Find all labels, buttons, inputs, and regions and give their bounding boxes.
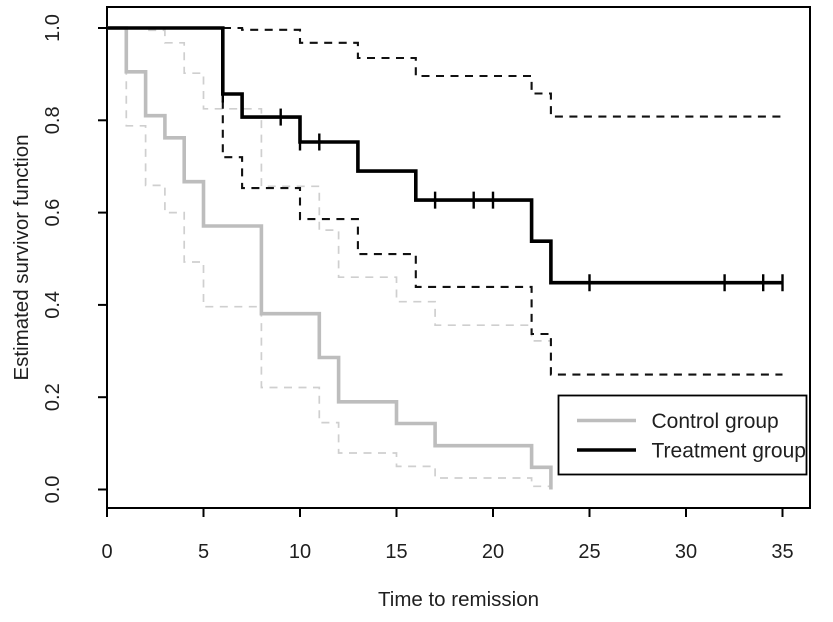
series-treatment-km-line	[107, 26, 783, 285]
x-tick-label: 20	[482, 541, 504, 563]
x-tick-label: 30	[675, 541, 697, 563]
series-treatment-ci-upper-line	[107, 26, 783, 118]
series-treatment-ci-lower-line	[107, 26, 783, 376]
legend: Control group Treatment group	[557, 394, 808, 476]
y-tick-label: 0.2	[42, 383, 64, 411]
legend-entry-label: Treatment group	[652, 440, 806, 463]
y-tick-label: 0.6	[42, 199, 64, 227]
y-tick-label: 1.0	[42, 14, 64, 42]
y-axis-title: Estimated survivor function	[10, 134, 33, 380]
legend-entry-label: Control group	[652, 410, 779, 433]
x-tick-label: 0	[101, 541, 112, 563]
y-tick-label: 0.0	[42, 476, 64, 504]
x-tick-label: 15	[385, 541, 407, 563]
series-control-km-line	[107, 26, 553, 490]
x-tick-label: 25	[578, 541, 600, 563]
y-tick-label: 0.8	[42, 106, 64, 134]
x-axis-title: Time to remission	[378, 588, 539, 611]
x-tick-label: 35	[771, 541, 793, 563]
y-tick-label: 0.4	[42, 291, 64, 319]
legend-box	[557, 394, 808, 476]
series-control-ci-upper-line	[107, 27, 551, 342]
plot-border	[106, 6, 811, 509]
x-tick-label: 5	[198, 541, 209, 563]
x-tick-label: 10	[289, 541, 311, 563]
